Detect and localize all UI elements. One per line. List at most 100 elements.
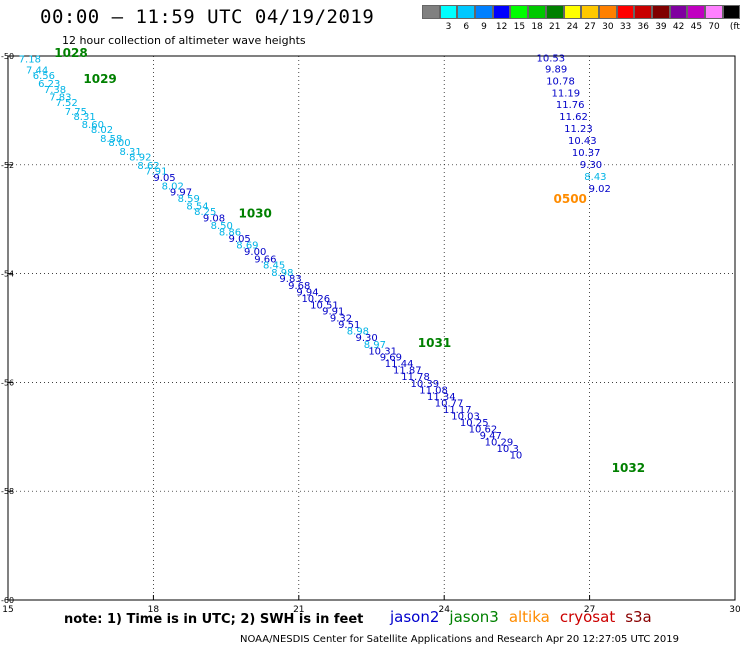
wave-height-label: 10.53 bbox=[537, 53, 566, 64]
wave-height-label: 9.30 bbox=[580, 160, 602, 171]
wave-height-label: 8.58 bbox=[100, 134, 122, 145]
legend-swatch bbox=[439, 5, 458, 19]
legend-label: 18 bbox=[531, 22, 543, 32]
legend-swatch bbox=[545, 5, 564, 19]
wave-height-label: 9.51 bbox=[338, 320, 360, 331]
legend-label: 24 bbox=[566, 22, 579, 32]
wave-height-label: 8.00 bbox=[108, 138, 130, 149]
wave-height-label: 7.44 bbox=[26, 65, 48, 76]
data-labels: 7.187.446.566.237.387.837.527.758.318.60… bbox=[19, 53, 611, 461]
y-tick-label: -54 bbox=[1, 270, 14, 279]
wave-height-label: 9.89 bbox=[545, 64, 567, 75]
satellite-legend: jason2 jason3 altika cryosat s3a bbox=[390, 608, 662, 626]
wave-height-label: 8.92 bbox=[129, 152, 151, 163]
wave-height-label: 7.75 bbox=[65, 107, 87, 118]
wave-height-label: 7.83 bbox=[49, 93, 71, 104]
satellite-legend-item: jason2 bbox=[390, 608, 440, 626]
legend-label: 27 bbox=[584, 22, 596, 32]
chart-grid bbox=[8, 56, 735, 600]
wave-height-label: 9.97 bbox=[170, 187, 192, 198]
x-tick-label: 15 bbox=[2, 605, 13, 615]
wave-height-label: 11.62 bbox=[559, 112, 588, 123]
wave-height-label: 8.86 bbox=[219, 228, 241, 239]
wave-height-label: 10.03 bbox=[451, 411, 480, 422]
wave-height-label: 9.30 bbox=[356, 333, 378, 344]
wave-height-label: 6.56 bbox=[33, 71, 55, 82]
legend-swatch bbox=[616, 5, 635, 19]
legend-swatch bbox=[457, 5, 476, 19]
legend-label: 15 bbox=[513, 22, 526, 32]
wave-height-label: 9.68 bbox=[288, 281, 310, 292]
axis-ticks: 15 18 21 24 27 30 -50 -52 -54 -56 -58 -60 bbox=[1, 52, 740, 615]
wave-height-label: 8.97 bbox=[364, 340, 386, 351]
legend-label: 30 bbox=[602, 22, 614, 32]
wave-height-label: 9.05 bbox=[153, 173, 175, 184]
time-marker-label: 1031 bbox=[418, 336, 451, 350]
wave-height-label: 7.52 bbox=[56, 98, 78, 109]
wave-height-label: 8.69 bbox=[236, 241, 258, 252]
legend-label: 6 bbox=[463, 22, 470, 32]
legend-swatch bbox=[510, 5, 529, 19]
y-tick-label: -58 bbox=[1, 487, 14, 496]
y-tick-label: -52 bbox=[1, 161, 14, 170]
y-tick-label: -50 bbox=[1, 52, 14, 61]
legend-label: 3 bbox=[445, 22, 452, 32]
footnote: note: 1) Time is in UTC; 2) SWH is in fe… bbox=[64, 612, 364, 627]
wave-height-label: 8.25 bbox=[194, 207, 216, 218]
wave-height-label: 10.77 bbox=[435, 398, 464, 409]
wave-height-label: 11.87 bbox=[393, 366, 422, 377]
wave-height-label: 8.59 bbox=[178, 194, 200, 205]
y-tick-label: -60 bbox=[1, 596, 14, 605]
wave-height-label: 6.23 bbox=[38, 79, 60, 90]
legend-label: 36 bbox=[637, 22, 649, 32]
wave-height-label: 9.05 bbox=[229, 234, 251, 245]
wave-height-label: 11.76 bbox=[556, 100, 585, 111]
legend-swatch bbox=[581, 5, 599, 19]
legend-swatch bbox=[705, 5, 723, 19]
legend-label: 45 bbox=[690, 22, 703, 32]
wave-height-label: 7.18 bbox=[19, 55, 41, 66]
wave-height-label: 11.23 bbox=[564, 124, 593, 135]
wave-height-label: 10.39 bbox=[410, 379, 439, 390]
wave-height-label: 8.02 bbox=[162, 181, 184, 192]
wave-height-label: 10.29 bbox=[485, 438, 514, 449]
wave-height-label: 10.37 bbox=[572, 148, 601, 159]
wave-height-label: 7.91 bbox=[145, 167, 167, 178]
wave-height-label: 8.62 bbox=[137, 161, 159, 172]
wave-height-label: 8.31 bbox=[73, 112, 95, 123]
satellite-legend-item: jason3 bbox=[449, 608, 499, 626]
x-tick-label: 27 bbox=[584, 605, 595, 615]
time-marker-label: 1030 bbox=[238, 207, 271, 221]
legend-swatch bbox=[475, 5, 493, 19]
wave-height-label: 9.32 bbox=[330, 313, 352, 324]
wave-height-label: 8.45 bbox=[263, 261, 285, 272]
wave-height-label: 11.44 bbox=[385, 359, 414, 370]
legend-swatch bbox=[634, 5, 652, 19]
page-title: 00:00 – 11:59 UTC 04/19/2019 bbox=[40, 6, 375, 28]
plot-border bbox=[7, 55, 736, 601]
legend-unit: (ft) bbox=[729, 22, 740, 32]
legend-label: 21 bbox=[549, 22, 561, 32]
legend-swatch bbox=[669, 5, 688, 19]
credit-footer: NOAA/NESDIS Center for Satellite Applica… bbox=[240, 634, 679, 645]
wave-height-label: 9.00 bbox=[244, 247, 266, 258]
satellite-legend-item: s3a bbox=[625, 608, 652, 626]
legend-label: 42 bbox=[672, 22, 685, 32]
legend-swatch bbox=[598, 5, 617, 19]
wave-height-label: 10.26 bbox=[301, 294, 330, 305]
wave-height-label: 8.31 bbox=[119, 147, 141, 158]
wave-height-label: 11.08 bbox=[419, 385, 448, 396]
page-subtitle: 12 hour collection of altimeter wave hei… bbox=[62, 34, 306, 47]
wave-height-label: 8.98 bbox=[347, 327, 369, 338]
wave-height-label: 9.83 bbox=[279, 274, 301, 285]
wave-height-label: 11.34 bbox=[427, 392, 456, 403]
wave-height-label: 8.98 bbox=[271, 268, 293, 279]
wave-height-label: 8.54 bbox=[186, 201, 208, 212]
legend-swatch bbox=[492, 5, 511, 19]
time-markers: 1028 1029 1030 1031 1032 0500 bbox=[54, 46, 645, 475]
wave-height-label: 10.43 bbox=[568, 136, 597, 147]
legend-label: 33 bbox=[619, 22, 632, 32]
wave-height-label: 8.02 bbox=[91, 125, 113, 136]
time-marker-label: 0500 bbox=[554, 192, 587, 206]
wave-height-label: 8.50 bbox=[211, 221, 233, 232]
